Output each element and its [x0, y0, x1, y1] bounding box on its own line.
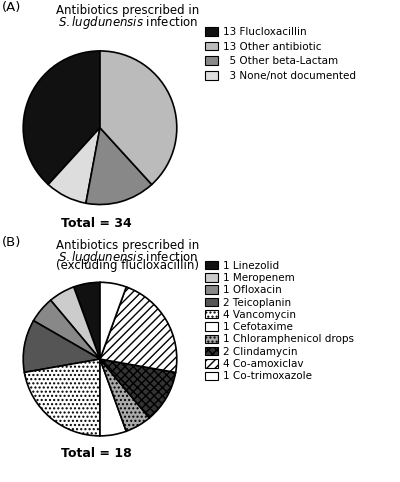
- Wedge shape: [24, 359, 100, 436]
- Text: (excluding flucloxacillin): (excluding flucloxacillin): [56, 259, 200, 272]
- Text: $\it{S. lugdunensis}$ infection: $\it{S. lugdunensis}$ infection: [58, 14, 198, 31]
- Wedge shape: [23, 51, 100, 185]
- Wedge shape: [100, 287, 177, 373]
- Wedge shape: [100, 51, 177, 185]
- Text: (B): (B): [2, 236, 21, 249]
- Wedge shape: [48, 128, 100, 203]
- Wedge shape: [51, 287, 100, 359]
- Wedge shape: [74, 282, 100, 359]
- Wedge shape: [100, 359, 149, 431]
- Text: Total = 34: Total = 34: [61, 217, 131, 230]
- Wedge shape: [34, 300, 100, 359]
- Text: $\it{S. lugdunensis}$ infection: $\it{S. lugdunensis}$ infection: [58, 249, 198, 266]
- Legend: 13 Flucloxacillin, 13 Other antibiotic,   5 Other beta-Lactam,   3 None/not docu: 13 Flucloxacillin, 13 Other antibiotic, …: [205, 27, 356, 81]
- Legend: 1 Linezolid, 1 Meropenem, 1 Ofloxacin, 2 Teicoplanin, 4 Vancomycin, 1 Cefotaxime: 1 Linezolid, 1 Meropenem, 1 Ofloxacin, 2…: [205, 261, 354, 381]
- Text: Total = 18: Total = 18: [61, 447, 131, 460]
- Wedge shape: [23, 321, 100, 373]
- Wedge shape: [100, 282, 126, 359]
- Text: (A): (A): [2, 1, 21, 14]
- Text: Antibiotics prescribed in: Antibiotics prescribed in: [56, 4, 200, 17]
- Text: Antibiotics prescribed in: Antibiotics prescribed in: [56, 239, 200, 252]
- Wedge shape: [86, 128, 152, 204]
- Wedge shape: [100, 359, 126, 436]
- Wedge shape: [100, 359, 176, 418]
